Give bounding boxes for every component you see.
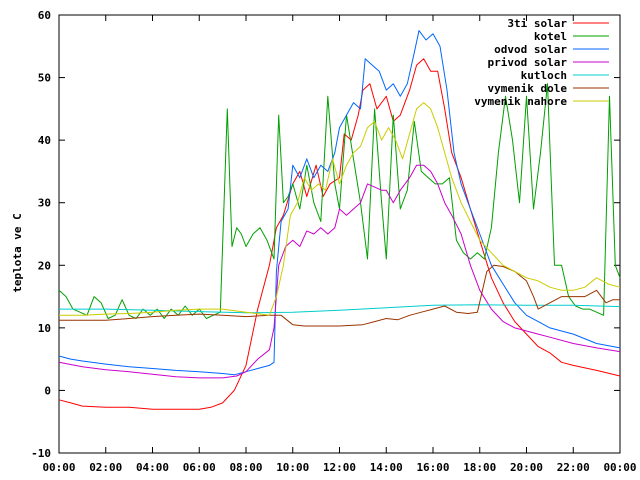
legend-label: 3ti solar	[507, 17, 567, 30]
x-tick-label: 20:00	[510, 461, 543, 474]
x-tick-label: 08:00	[229, 461, 262, 474]
legend-label: kotel	[534, 30, 567, 43]
y-tick-label: 30	[38, 197, 51, 210]
series-line-vymenik-nahore	[59, 102, 621, 316]
series-line-kutloch	[59, 304, 621, 314]
x-tick-label: 00:00	[603, 461, 636, 474]
legend-label: vymenik dole	[488, 82, 568, 95]
y-tick-label: 50	[38, 72, 51, 85]
x-tick-label: 12:00	[323, 461, 356, 474]
y-axis-label: teplota ve C	[11, 213, 24, 292]
x-tick-label: 18:00	[463, 461, 496, 474]
x-tick-label: 16:00	[416, 461, 449, 474]
x-tick-label: 00:00	[42, 461, 75, 474]
x-tick-label: 10:00	[276, 461, 309, 474]
y-tick-label: -10	[31, 447, 51, 460]
series-line-3ti-solar	[58, 58, 621, 410]
legend-label: vymenik nahore	[474, 95, 567, 108]
y-tick-label: 20	[38, 259, 51, 272]
series-line-odvod-solar	[58, 30, 621, 376]
x-tick-label: 14:00	[370, 461, 403, 474]
legend-label: odvod solar	[494, 43, 567, 56]
x-axis-ticks: 00:00 02:00 04:00 06:00 08:00 10:00 12:00 14:00…	[42, 15, 637, 474]
y-tick-label: 40	[38, 134, 51, 147]
x-tick-label: 22:00	[557, 461, 590, 474]
series-line-privod-solar	[58, 164, 621, 379]
series-lines	[58, 30, 621, 410]
x-tick-label: 02:00	[89, 461, 122, 474]
y-tick-label: 10	[38, 322, 51, 335]
y-axis-ticks: -10 0 10 20 30 40 50 60	[31, 9, 620, 460]
legend-label: privod solar	[488, 56, 568, 69]
series-line-vymenik-dole	[59, 264, 620, 327]
legend-label: kutloch	[521, 69, 567, 82]
x-tick-label: 04:00	[136, 461, 169, 474]
y-tick-label: 0	[44, 384, 51, 397]
series-line-kotel	[58, 83, 621, 319]
y-tick-label: 60	[38, 9, 51, 22]
x-tick-label: 06:00	[183, 461, 216, 474]
